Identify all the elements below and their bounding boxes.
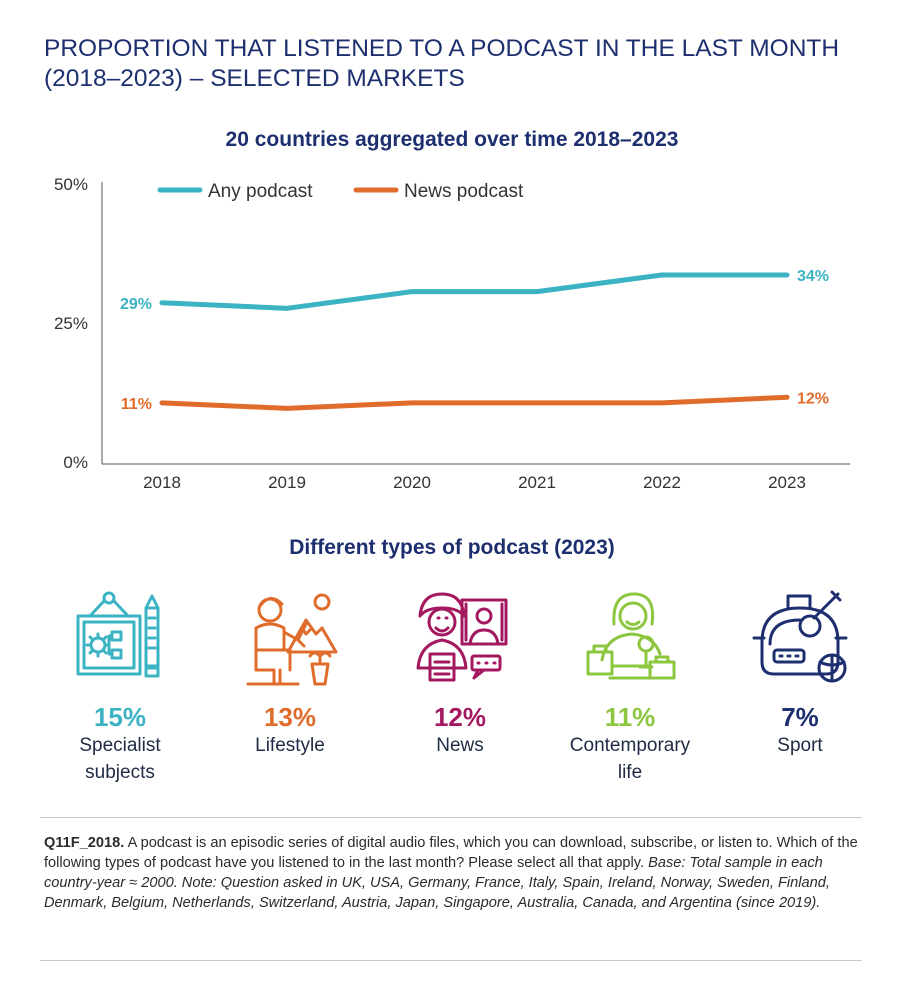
series-line (159, 272, 790, 311)
type-label: life (617, 762, 643, 783)
type-label: Sport (777, 735, 823, 756)
divider-bottom (40, 960, 862, 961)
type-pct: 11% (604, 702, 656, 732)
type-label: News (436, 735, 484, 756)
type-label: Lifestyle (255, 735, 325, 756)
x-tick-label: 2020 (393, 473, 431, 492)
types-title: Different types of podcast (2023) (289, 536, 615, 559)
data-label: 11% (121, 396, 152, 413)
type-pct: 15% (93, 702, 147, 732)
x-tick-label: 2018 (143, 473, 181, 492)
series-line (159, 394, 790, 411)
type-label: Specialist (79, 735, 161, 756)
x-tick-label: 2021 (518, 473, 556, 492)
type-specialist-subjects: 15% Specialist subjects (40, 588, 200, 786)
lifestyle-icon (246, 593, 338, 686)
data-label: 34% (797, 268, 829, 285)
footnote: Q11F_2018. A podcast is an episodic seri… (44, 833, 862, 913)
type-news: 12% News (380, 588, 540, 759)
chart-title: 20 countries aggregated over time 2018–2… (225, 128, 679, 151)
type-pct: 12% (433, 702, 487, 732)
type-pct: 7% (781, 702, 819, 732)
microphone-person-icon (586, 592, 676, 680)
type-contemporary-life: 11% Contemporary life (550, 588, 710, 786)
data-label: 29% (120, 296, 152, 313)
type-lifestyle: 13% Lifestyle (210, 588, 370, 759)
base-note: Base: Total sample in each country-year … (44, 855, 830, 911)
sports-bag-icon (752, 590, 848, 683)
x-tick-label: 2022 (643, 473, 681, 492)
y-tick-label: 25% (54, 314, 88, 333)
type-label: subjects (85, 762, 155, 783)
y-tick-label: 50% (54, 175, 88, 194)
divider-top (40, 817, 862, 818)
x-tick-label: 2023 (768, 473, 806, 492)
question-text: A podcast is an episodic series of digit… (44, 835, 858, 871)
legend-label: News podcast (404, 181, 524, 202)
type-pct: 13% (263, 702, 317, 732)
line-chart: 0% 25% 50% 2018 2019 2020 2021 2022 2023 29% 34% 11… (54, 175, 850, 492)
data-label: 12% (797, 390, 829, 407)
page-title: PROPORTION THAT LISTENED TO A PODCAST IN… (44, 35, 840, 92)
type-label: Contemporary (569, 735, 691, 756)
legend-label: Any podcast (208, 181, 313, 202)
blueprint-icon (76, 591, 160, 678)
question-code: Q11F_2018. (44, 835, 125, 851)
podcast-types: 15% Specialist subjects 13% Lifestyle (40, 588, 880, 798)
y-tick-label: 0% (63, 453, 88, 472)
x-tick-label: 2019 (268, 473, 306, 492)
news-anchor-icon (416, 592, 508, 682)
type-sport: 7% Sport (720, 588, 880, 759)
